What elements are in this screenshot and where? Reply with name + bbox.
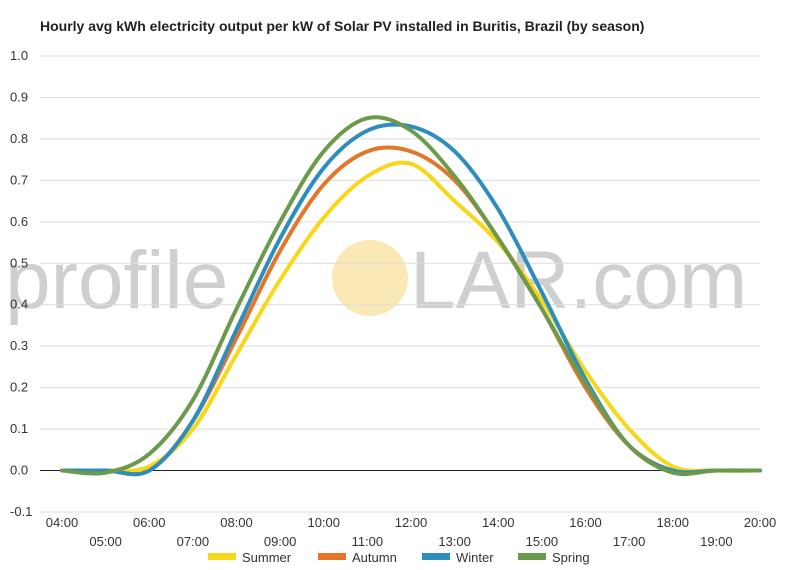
x-tick-label: 07:00 [177, 534, 210, 549]
legend-label-summer: Summer [242, 550, 292, 565]
y-tick-label: 0.9 [10, 89, 28, 104]
x-tick-label: 16:00 [569, 515, 602, 530]
x-tick-label: 11:00 [352, 534, 384, 549]
legend-label-autumn: Autumn [352, 550, 397, 565]
y-tick-label: 0.4 [10, 297, 28, 312]
x-axis-ticks: 04:00 05:00 06:00 07:00 08:00 09:00 10:00 11:00… [46, 515, 777, 549]
x-tick-label: 18:00 [656, 515, 689, 530]
legend-label-winter: Winter [456, 550, 494, 565]
x-tick-label: 19:00 [700, 534, 733, 549]
y-tick-label: 0.1 [10, 421, 28, 436]
y-tick-label: 0.0 [10, 463, 28, 478]
y-tick-label: 0.5 [10, 255, 28, 270]
x-tick-label: 20:00 [744, 515, 777, 530]
x-tick-label: 12:00 [395, 515, 428, 530]
legend-swatch-autumn [318, 553, 346, 560]
x-tick-label: 10:00 [307, 515, 340, 530]
x-tick-label: 17:00 [613, 534, 646, 549]
legend-label-spring: Spring [552, 550, 590, 565]
y-tick-label: 1.0 [10, 48, 28, 63]
y-tick-label: 0.8 [10, 131, 28, 146]
series-line-spring [60, 115, 762, 477]
watermark: profile LAR.com [5, 235, 747, 326]
x-tick-label: 09:00 [264, 534, 297, 549]
x-tick-label: 15:00 [526, 534, 559, 549]
y-tick-label: 0.2 [10, 380, 28, 395]
watermark-text-left: profile [5, 235, 228, 326]
y-tick-label: 0.7 [10, 172, 28, 187]
y-tick-label: 0.6 [10, 214, 28, 229]
watermark-sun [332, 240, 408, 316]
legend: Summer Autumn Winter Spring [208, 550, 590, 565]
x-tick-label: 13:00 [438, 534, 471, 549]
x-tick-label: 14:00 [482, 515, 515, 530]
x-tick-label: 04:00 [46, 515, 79, 530]
gridlines [40, 55, 760, 513]
legend-swatch-summer [208, 553, 236, 560]
x-tick-label: 05:00 [89, 534, 122, 549]
x-tick-label: 08:00 [220, 515, 253, 530]
x-tick-label: 06:00 [133, 515, 166, 530]
legend-swatch-winter [422, 553, 450, 560]
y-axis-ticks: 1.0 0.9 0.8 0.7 0.6 0.5 0.4 0.3 0.2 0.1 0.0 -0.1 [10, 48, 32, 519]
series-line-summer [60, 160, 762, 473]
series-lines [60, 115, 762, 477]
y-tick-label: 0.3 [10, 338, 28, 353]
legend-swatch-spring [518, 553, 546, 560]
chart-title: Hourly avg kWh electricity output per kW… [40, 18, 645, 34]
y-tick-label: -0.1 [10, 504, 32, 519]
watermark-text-right: LAR.com [410, 235, 747, 326]
